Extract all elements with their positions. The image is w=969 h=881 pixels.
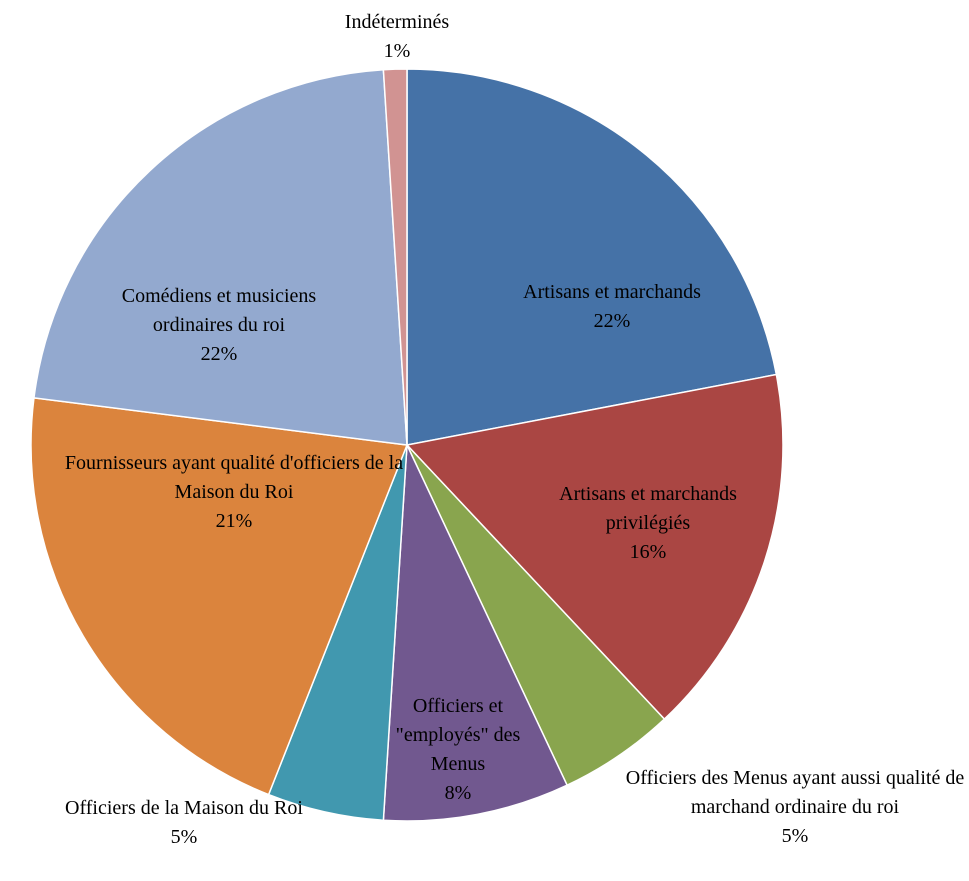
value-label: 16% [629, 541, 667, 563]
slice-label: Officiers des Menus ayant aussi qualité … [623, 764, 968, 851]
category-label: Artisans et marchands privilégiés [559, 483, 737, 534]
slice-label: Officiers de la Maison du Roi 5% [4, 794, 364, 852]
slice-label: Artisans et marchands 22% [462, 278, 762, 336]
value-label: 22% [200, 343, 238, 365]
value-label: 5% [170, 826, 198, 848]
value-label: 5% [781, 825, 809, 847]
category-label: Fournisseurs ayant qualité d'officiers d… [64, 452, 404, 503]
category-label: Officiers des Menus ayant aussi qualité … [625, 767, 965, 818]
category-label: Indéterminés [344, 11, 450, 33]
value-label: 8% [444, 782, 472, 804]
pie-slice [30, 397, 409, 796]
pie-slice [382, 444, 569, 822]
pie-slice [33, 68, 408, 446]
slice-label: Artisans et marchands privilégiés 16% [523, 480, 773, 567]
pie-slice [382, 68, 408, 446]
value-label: 22% [593, 310, 631, 332]
category-label: Officiers de la Maison du Roi [65, 797, 303, 819]
slice-label: Comédiens et musiciens ordinaires du roi… [84, 282, 354, 369]
category-label: Comédiens et musiciens ordinaires du roi [121, 285, 317, 336]
pie-slice [406, 68, 778, 446]
slice-label: Officiers et "employés" des Menus 8% [396, 692, 521, 808]
value-label: 1% [383, 40, 411, 62]
category-label: Artisans et marchands [523, 281, 701, 303]
slice-label: Indéterminés 1% [297, 8, 497, 66]
pie-slice [405, 373, 784, 721]
category-label: Officiers et "employés" des Menus [395, 695, 521, 775]
slice-label: Fournisseurs ayant qualité d'officiers d… [34, 449, 434, 536]
value-label: 21% [215, 510, 253, 532]
